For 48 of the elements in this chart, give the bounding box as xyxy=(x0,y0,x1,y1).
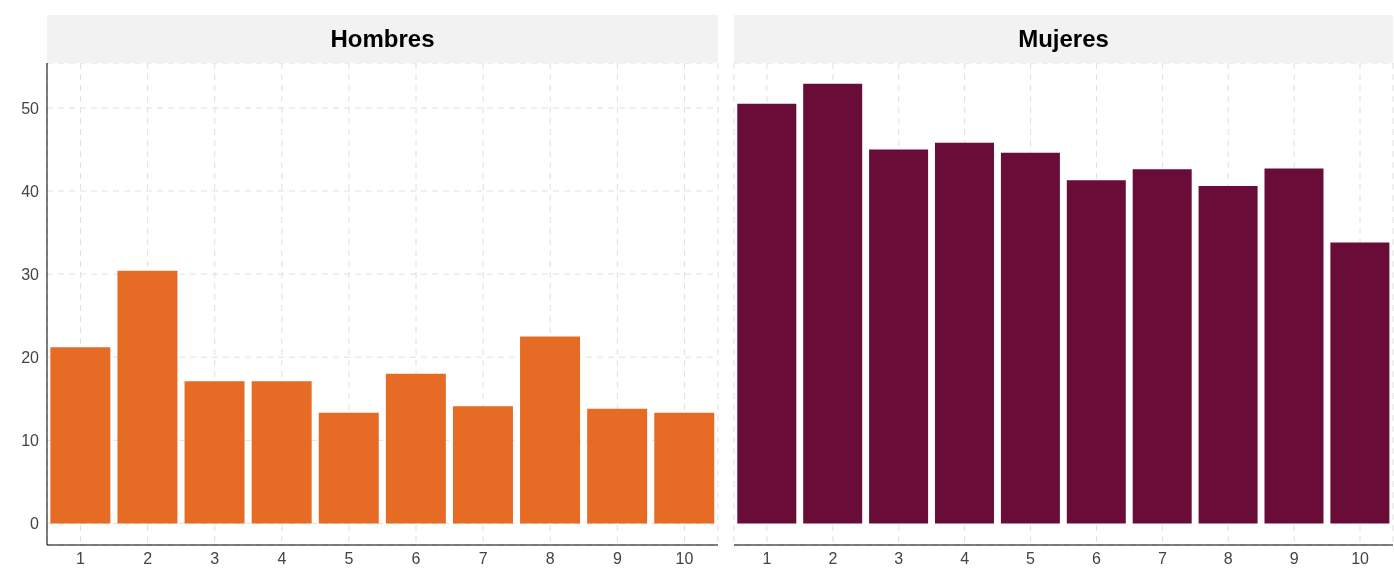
bar xyxy=(1330,242,1390,524)
y-tick-label: 50 xyxy=(21,99,40,117)
y-tick-label: 40 xyxy=(21,182,40,200)
bar xyxy=(117,270,178,524)
x-tick-label: 4 xyxy=(960,550,970,568)
bar xyxy=(935,142,994,524)
x-tick-label: 1 xyxy=(762,550,772,568)
bar xyxy=(869,149,929,524)
bar xyxy=(318,412,379,524)
x-tick-label: 6 xyxy=(411,550,421,568)
x-tick-label: 3 xyxy=(894,550,904,568)
bar xyxy=(385,373,446,524)
x-tick-label: 9 xyxy=(1289,550,1299,568)
x-tick-label: 10 xyxy=(1351,550,1370,568)
x-tick-label: 10 xyxy=(675,550,694,568)
x-tick-label: 1 xyxy=(76,550,86,568)
x-tick-label: 2 xyxy=(828,550,838,568)
x-tick-label: 5 xyxy=(344,550,354,568)
x-tick-label: 6 xyxy=(1092,550,1101,568)
x-tick-label: 7 xyxy=(1157,550,1167,568)
x-tick-label: 5 xyxy=(1026,550,1036,568)
y-tick-label: 0 xyxy=(30,515,40,533)
x-tick-label: 9 xyxy=(612,550,622,568)
bar xyxy=(184,381,245,524)
y-tick-label: 20 xyxy=(21,348,40,366)
x-tick-label: 4 xyxy=(277,550,287,568)
bar xyxy=(1066,180,1126,524)
bar xyxy=(587,408,648,524)
y-tick-label: 10 xyxy=(21,431,40,449)
bar xyxy=(1264,168,1324,524)
bar xyxy=(654,412,715,524)
bar xyxy=(803,83,863,524)
chart-title: Mujeres xyxy=(734,15,1393,63)
bar xyxy=(50,347,111,524)
bar xyxy=(1000,152,1060,524)
x-tick-label: 3 xyxy=(210,550,220,568)
x-tick-label: 8 xyxy=(1223,550,1233,568)
bar xyxy=(1132,169,1192,524)
chart-title: Hombres xyxy=(47,15,718,63)
bar xyxy=(251,381,312,524)
x-tick-label: 8 xyxy=(545,550,555,568)
bar xyxy=(452,406,513,524)
x-tick-label: 7 xyxy=(478,550,488,568)
bar xyxy=(1198,185,1258,524)
bar xyxy=(520,336,581,524)
x-tick-label: 2 xyxy=(143,550,153,568)
y-tick-label: 30 xyxy=(21,265,40,283)
bar xyxy=(737,103,797,524)
